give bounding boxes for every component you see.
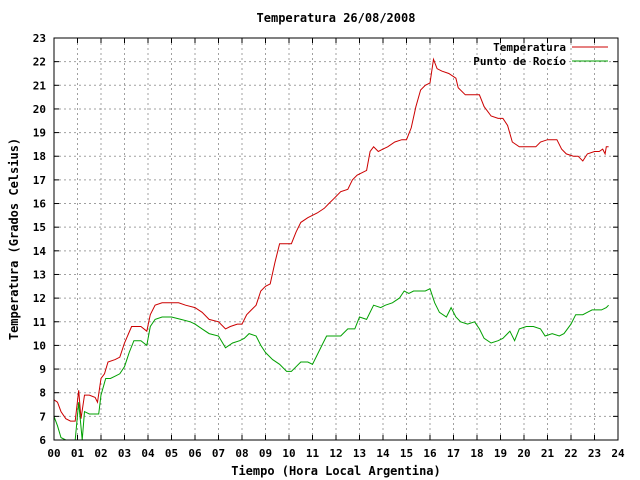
x-tick-label: 22: [564, 447, 577, 460]
x-tick-label: 24: [611, 447, 625, 460]
x-tick-label: 23: [588, 447, 601, 460]
x-tick-label: 04: [141, 447, 155, 460]
legend-label-punto-de-rocio: Punto de Rocío: [473, 55, 566, 68]
y-tick-label: 15: [33, 221, 46, 234]
x-tick-label: 03: [118, 447, 131, 460]
y-tick-label: 17: [33, 174, 46, 187]
y-tick-label: 8: [39, 387, 46, 400]
y-tick-label: 23: [33, 32, 46, 45]
y-tick-label: 12: [33, 292, 46, 305]
x-tick-label: 08: [235, 447, 248, 460]
x-tick-label: 10: [282, 447, 295, 460]
x-tick-label: 09: [259, 447, 272, 460]
legend: Temperatura Punto de Rocío: [473, 41, 608, 68]
chart-title: Temperatura 26/08/2008: [257, 11, 416, 25]
x-tick-label: 18: [470, 447, 483, 460]
y-tick-label: 11: [33, 316, 47, 329]
y-tick-label: 21: [33, 79, 47, 92]
x-tick-label: 14: [376, 447, 390, 460]
x-tick-label: 00: [47, 447, 60, 460]
y-tick-label: 10: [33, 339, 46, 352]
x-tick-label: 06: [188, 447, 202, 460]
series-layer: [53, 57, 609, 441]
x-tick-label: 07: [212, 447, 225, 460]
y-tick-label: 7: [39, 410, 46, 423]
y-tick-label: 13: [33, 268, 46, 281]
y-tick-label: 6: [39, 434, 46, 447]
legend-label-temperatura: Temperatura: [493, 41, 566, 54]
x-tick-label: 20: [517, 447, 530, 460]
x-tick-label: 16: [423, 447, 437, 460]
x-tick-label: 19: [494, 447, 507, 460]
y-tick-label: 19: [33, 127, 46, 140]
y-tick-label: 16: [33, 198, 47, 211]
y-tick-label: 20: [33, 103, 46, 116]
x-tick-label: 13: [353, 447, 366, 460]
x-tick-label: 15: [400, 447, 413, 460]
x-tick-label: 01: [71, 447, 85, 460]
x-tick-label: 02: [94, 447, 107, 460]
grid: [54, 38, 618, 440]
tick-marks: [53, 37, 619, 441]
y-tick-label: 14: [33, 245, 47, 258]
x-tick-label: 11: [306, 447, 320, 460]
y-tick-labels: 6 7 8 9 10 11 12 13 14 15 16 17 18 19 20 21 22 23: [33, 32, 47, 447]
x-tick-label: 21: [541, 447, 555, 460]
y-tick-label: 22: [33, 56, 46, 69]
x-tick-labels: 00 01 02 03 04 05 06 07 08 09 10 11 12 13 14 15 16 17 18 19…: [47, 447, 625, 460]
x-tick-label: 12: [329, 447, 342, 460]
x-axis-label: Tiempo (Hora Local Argentina): [231, 464, 441, 478]
x-tick-label: 17: [447, 447, 460, 460]
series-line-temperatura: [53, 57, 609, 422]
y-axis-label: Temperatura (Grados Celsius): [7, 138, 21, 340]
x-tick-label: 05: [165, 447, 178, 460]
series-line-punto-de-rocio: [53, 287, 609, 441]
y-tick-label: 18: [33, 150, 46, 163]
y-tick-label: 9: [39, 363, 46, 376]
